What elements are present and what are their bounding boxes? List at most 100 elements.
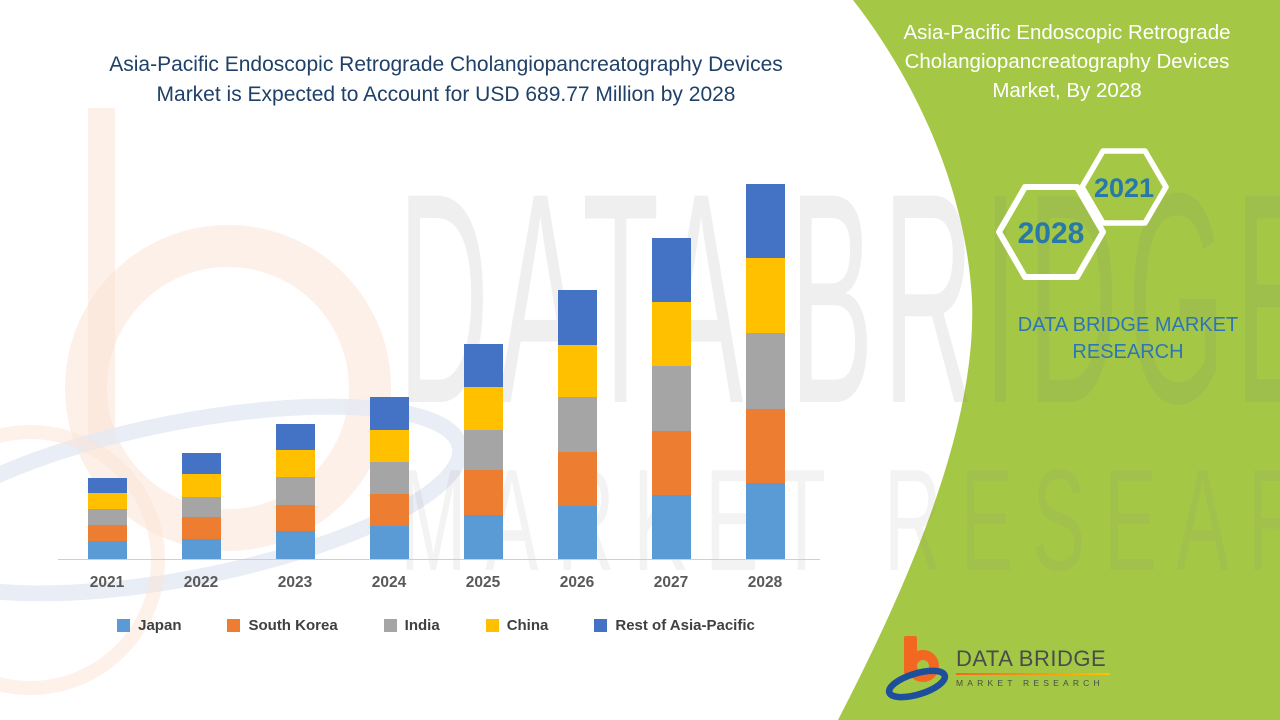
bar-segment-china bbox=[745, 258, 785, 334]
x-axis-label: 2021 bbox=[89, 574, 125, 591]
brand-text: DATA BRIDGE MARKET RESEARCH bbox=[1017, 314, 1239, 363]
hexagon-2021-label: 2021 bbox=[1094, 173, 1154, 203]
legend-label: South Korea bbox=[248, 617, 338, 634]
x-axis-label: 2026 bbox=[559, 574, 595, 591]
plot-area bbox=[60, 184, 812, 559]
legend-item: India bbox=[383, 617, 440, 634]
legend-swatch-icon bbox=[227, 619, 241, 632]
bar-column bbox=[154, 184, 248, 559]
bar-segment-india bbox=[557, 396, 597, 453]
x-axis-label: 2023 bbox=[277, 574, 313, 591]
side-panel-title-line2: Cholangiopancreatography Devices bbox=[904, 50, 1230, 73]
legend-item: China bbox=[485, 617, 549, 634]
side-panel-title-line1: Asia-Pacific Endoscopic Retrograde bbox=[903, 21, 1231, 44]
bar-segment-japan bbox=[651, 494, 691, 559]
legend-label: China bbox=[506, 617, 549, 634]
bar-segment-rest-of-asia-pacific bbox=[275, 423, 315, 451]
bar-segment-south-korea bbox=[651, 430, 691, 495]
bar-segment-rest-of-asia-pacific bbox=[651, 238, 691, 302]
legend-swatch-icon bbox=[485, 619, 499, 632]
page-title: Asia-Pacific Endoscopic Retrograde Chola… bbox=[40, 50, 852, 110]
legend-item: Rest of Asia-Pacific bbox=[594, 617, 755, 634]
bar-segment-china bbox=[651, 301, 691, 366]
bar-segment-south-korea bbox=[369, 494, 409, 526]
bar-segment-india bbox=[463, 430, 503, 470]
bar-segment-india bbox=[369, 461, 409, 495]
bar-column bbox=[342, 184, 436, 559]
bar-segment-japan bbox=[369, 525, 409, 559]
bar-segment-south-korea bbox=[275, 504, 315, 532]
stacked-bar-2021 bbox=[87, 478, 127, 559]
bar-segment-india bbox=[87, 509, 127, 526]
bar-segment-japan bbox=[275, 531, 315, 559]
stacked-bar-2028 bbox=[745, 184, 785, 559]
bar-segment-japan bbox=[557, 505, 597, 559]
legend-label: Rest of Asia-Pacific bbox=[615, 617, 755, 634]
legend-swatch-icon bbox=[383, 619, 397, 632]
legend-item: South Korea bbox=[227, 617, 338, 634]
bar-segment-rest-of-asia-pacific bbox=[463, 343, 503, 388]
bar-segment-south-korea bbox=[87, 525, 127, 542]
stacked-bar-2023 bbox=[275, 423, 315, 559]
legend-label: India bbox=[404, 617, 440, 634]
logo-swoosh bbox=[885, 667, 949, 701]
stacked-bar-2025 bbox=[463, 343, 503, 559]
bar-segment-rest-of-asia-pacific bbox=[557, 290, 597, 346]
bar-segment-rest-of-asia-pacific bbox=[87, 478, 127, 494]
stacked-bar-2024 bbox=[369, 396, 409, 559]
x-axis-label: 2028 bbox=[747, 574, 783, 591]
bar-segment-rest-of-asia-pacific bbox=[745, 184, 785, 259]
bar-segment-south-korea bbox=[181, 517, 221, 539]
bar-segment-japan bbox=[87, 541, 127, 559]
bar-segment-india bbox=[275, 477, 315, 505]
page-title-line2: Market is Expected to Account for USD 68… bbox=[156, 83, 736, 106]
logo-underline bbox=[956, 672, 1110, 675]
bar-segment-rest-of-asia-pacific bbox=[181, 452, 221, 474]
bar-segment-india bbox=[651, 365, 691, 431]
bar-segment-south-korea bbox=[463, 469, 503, 516]
bar-segment-china bbox=[557, 345, 597, 397]
hexagon-2021-icon bbox=[1079, 148, 1169, 226]
bar-column bbox=[60, 184, 154, 559]
bar-column bbox=[624, 184, 718, 559]
stacked-bar-2026 bbox=[557, 290, 597, 559]
bar-column bbox=[436, 184, 530, 559]
footer-logo: DATA BRIDGE MARKET RESEARCH bbox=[884, 632, 1110, 702]
bar-segment-japan bbox=[463, 515, 503, 559]
legend-swatch-icon bbox=[117, 619, 131, 632]
side-panel-title-line3: Market, By 2028 bbox=[992, 79, 1142, 102]
bar-segment-japan bbox=[181, 539, 221, 559]
bar-column bbox=[248, 184, 342, 559]
side-panel-title: Asia-Pacific Endoscopic Retrograde Chola… bbox=[868, 18, 1266, 105]
hexagon-2028-icon bbox=[996, 184, 1106, 280]
stacked-bar-2027 bbox=[651, 238, 691, 559]
legend-label: Japan bbox=[138, 617, 182, 634]
legend: Japan South Korea India China Rest of Asia-P… bbox=[50, 617, 822, 634]
year-hexagons: 2021 2028 bbox=[996, 148, 1169, 280]
x-axis-label: 2025 bbox=[465, 574, 501, 591]
green-panel-shape bbox=[838, 0, 1280, 720]
logo-brand-text: DATA BRIDGE bbox=[956, 645, 1107, 671]
bar-segment-china bbox=[369, 429, 409, 462]
x-axis-label: 2022 bbox=[183, 574, 219, 591]
stacked-bar-2022 bbox=[181, 452, 221, 559]
hexagon-2028-label: 2028 bbox=[1018, 217, 1085, 250]
data-bridge-logo-icon bbox=[885, 636, 949, 701]
legend-swatch-icon bbox=[594, 619, 608, 632]
bar-segment-india bbox=[181, 496, 221, 518]
bar-column bbox=[530, 184, 624, 559]
logo-b-bowl bbox=[907, 650, 939, 682]
x-axis-label: 2024 bbox=[371, 574, 407, 591]
bar-column bbox=[718, 184, 812, 559]
bar-segment-china bbox=[463, 387, 503, 431]
x-axis-line bbox=[58, 559, 820, 560]
bar-segment-india bbox=[745, 333, 785, 409]
logo-text-block: DATA BRIDGE MARKET RESEARCH bbox=[956, 645, 1110, 688]
bar-segment-rest-of-asia-pacific bbox=[369, 396, 409, 430]
bar-segment-china bbox=[275, 450, 315, 478]
page-title-line1: Asia-Pacific Endoscopic Retrograde Chola… bbox=[109, 53, 783, 76]
x-axis-labels: 2021 2022 2023 2024 2025 2026 2027 2028 bbox=[60, 574, 812, 592]
bar-segment-south-korea bbox=[745, 408, 785, 484]
